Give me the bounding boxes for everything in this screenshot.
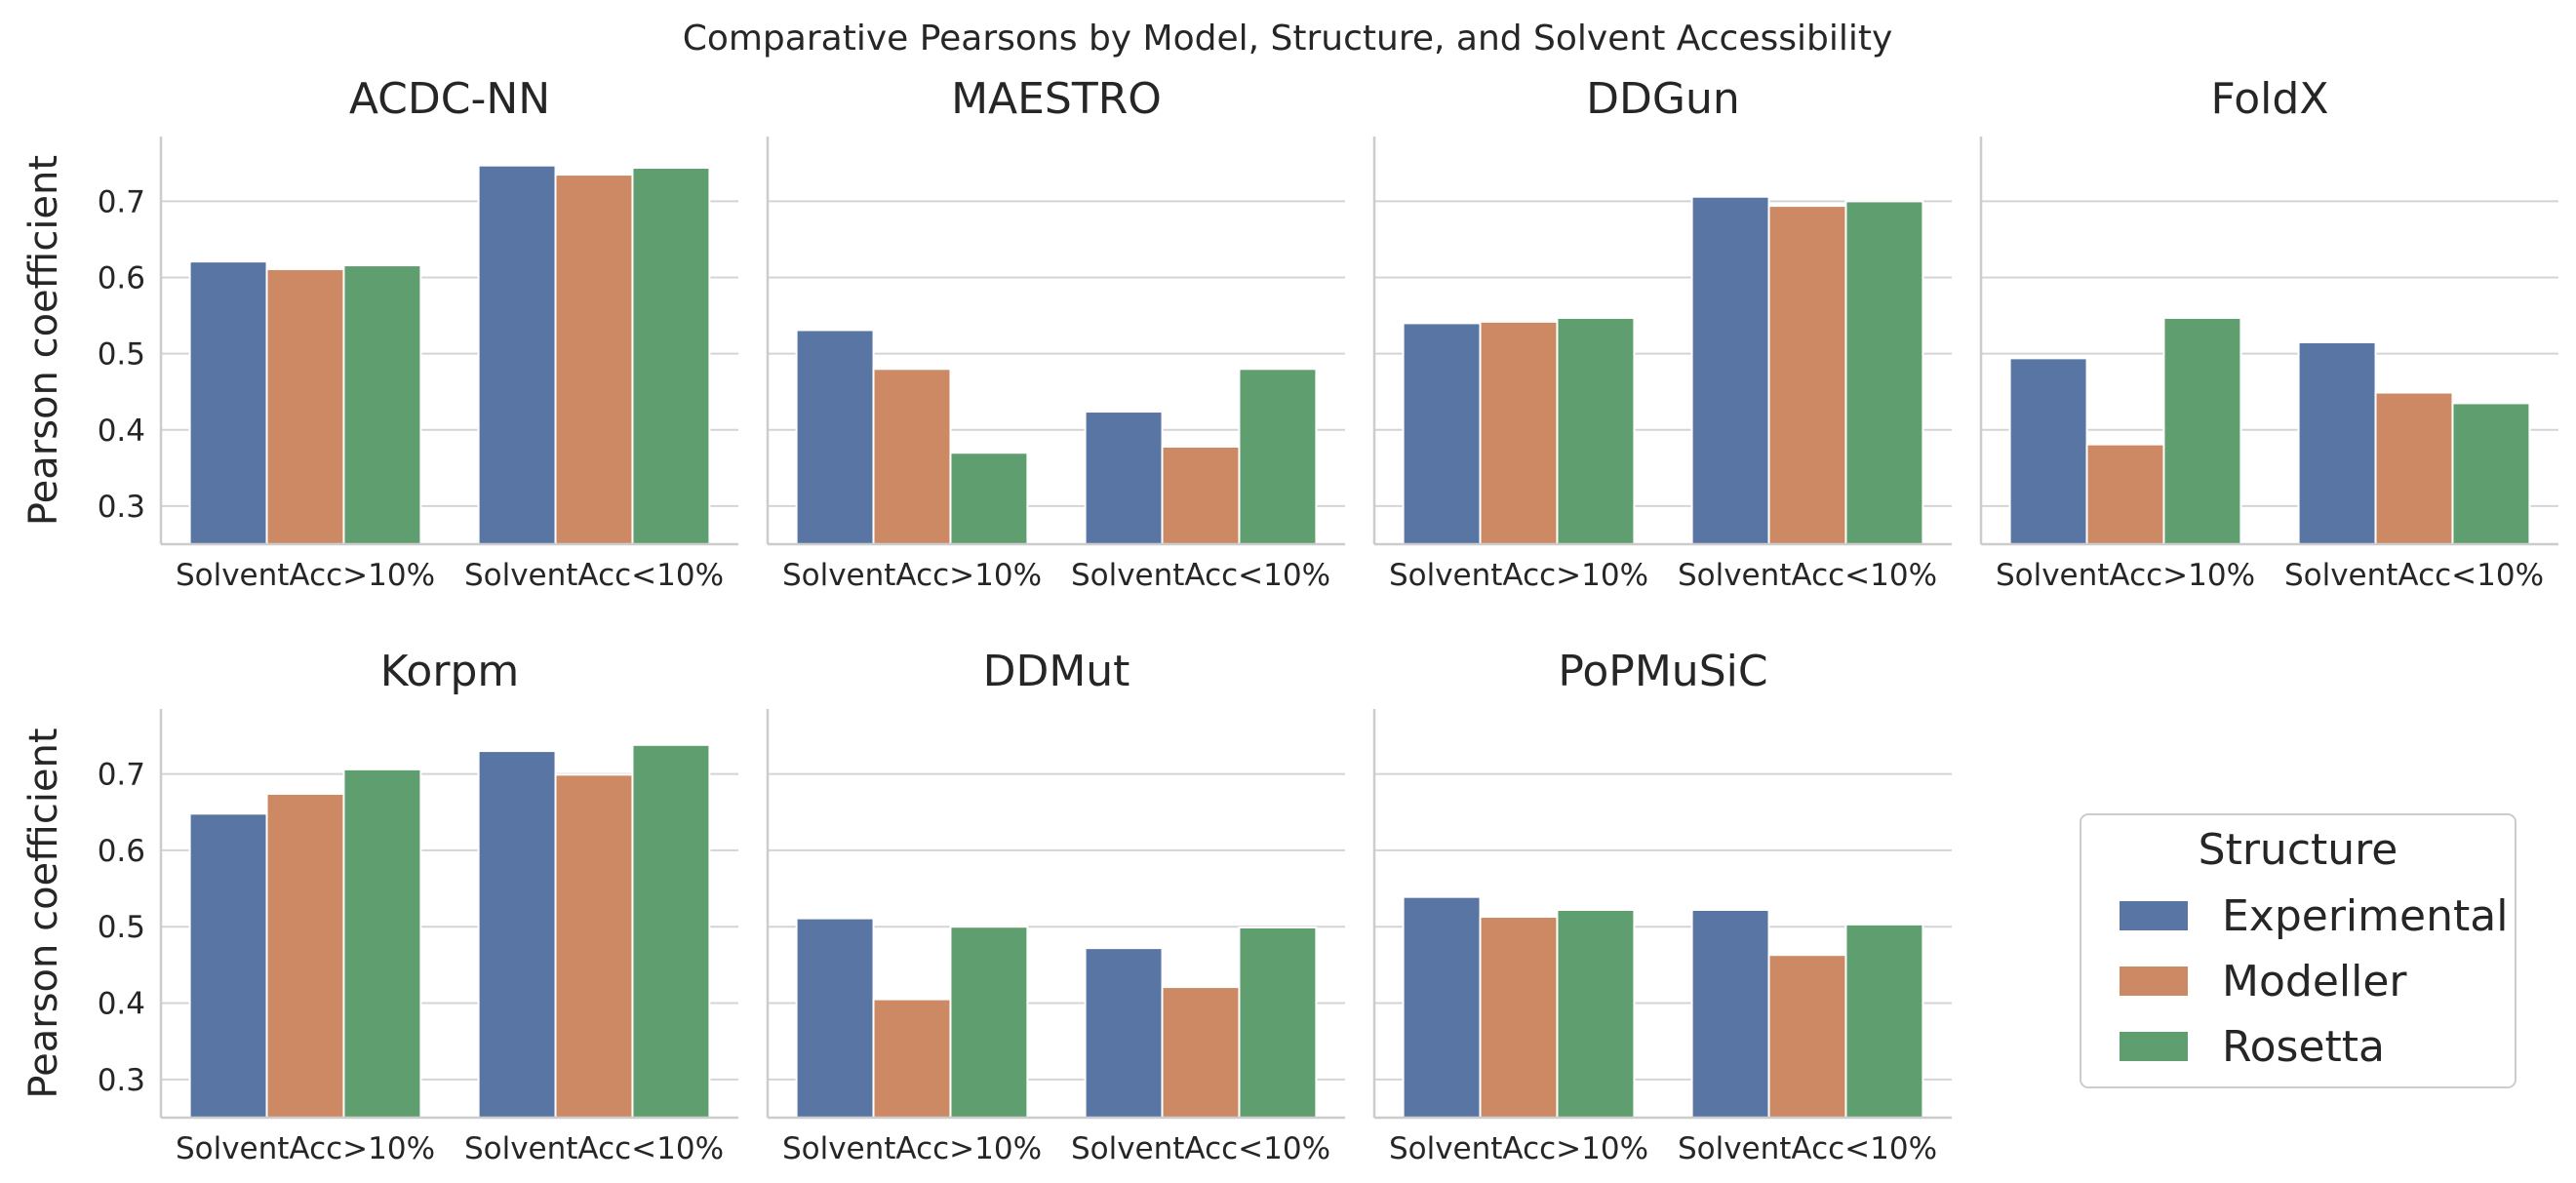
- panel-popmusic: PoPMuSiC SolventAcc>10% SolventAcc<10%: [1372, 647, 1952, 1166]
- panel-maestro: MAESTRO SolventAcc>10% SolventAcc<10%: [766, 74, 1345, 593]
- bar-acdc-nn-rosetta-above-10: [342, 264, 422, 545]
- bar-ddgun-rosetta-above-10: [1556, 316, 1636, 546]
- bar-popmusic-experimental-above-10: [1402, 895, 1482, 1119]
- x-tick-label: SolventAcc<10%: [1678, 1131, 1937, 1166]
- bar-foldx-experimental-above-10: [2008, 357, 2088, 545]
- x-tick-label: SolventAcc>10%: [176, 558, 435, 593]
- bar-popmusic-experimental-below-10: [1690, 908, 1770, 1119]
- panel-ddgun: DDGun SolventAcc>10% SolventAcc<10%: [1372, 74, 1952, 593]
- legend-swatch-experimental: [2120, 901, 2188, 930]
- bar-korpm-modeller-below-10: [554, 773, 634, 1119]
- bar-maestro-rosetta-above-10: [949, 452, 1029, 545]
- bar-popmusic-modeller-above-10: [1479, 916, 1559, 1119]
- x-tick-label: SolventAcc>10%: [176, 1131, 435, 1166]
- bar-ddmut-rosetta-below-10: [1238, 926, 1318, 1119]
- x-tick-label: SolventAcc>10%: [1389, 1131, 1648, 1166]
- bar-korpm-modeller-above-10: [265, 792, 345, 1120]
- bar-acdc-nn-experimental-below-10: [477, 164, 557, 545]
- bar-maestro-modeller-below-10: [1161, 445, 1241, 545]
- bar-ddgun-rosetta-below-10: [1844, 200, 1924, 545]
- x-tick-label: SolventAcc>10%: [1996, 558, 2255, 593]
- y-tick-label: 0.6: [98, 261, 145, 296]
- bar-acdc-nn-modeller-above-10: [265, 267, 345, 545]
- bar-ddmut-experimental-above-10: [795, 917, 875, 1119]
- panel-ddmut: DDMut SolventAcc>10% SolventAcc<10%: [766, 647, 1345, 1166]
- bar-maestro-modeller-above-10: [872, 368, 952, 545]
- x-tick-label: SolventAcc<10%: [464, 1131, 724, 1166]
- x-tick-label: SolventAcc<10%: [1071, 1131, 1330, 1166]
- bar-acdc-nn-rosetta-below-10: [631, 167, 711, 546]
- panels: ACDC-NN SolventAcc>10% SolventAcc<10% 0.3 0.…: [21, 74, 2558, 1166]
- panel-title: PoPMuSiC: [1558, 647, 1767, 696]
- bar-korpm-experimental-below-10: [477, 750, 557, 1119]
- legend-title: Structure: [2199, 825, 2398, 875]
- panel-title: Korpm: [380, 647, 519, 696]
- panel-title: DDMut: [983, 647, 1130, 696]
- y-tick-label: 0.3: [98, 490, 145, 525]
- panel-title: MAESTRO: [951, 74, 1162, 124]
- panel-acdc-nn: ACDC-NN SolventAcc>10% SolventAcc<10% 0.3 0.…: [21, 74, 738, 593]
- bar-ddgun-modeller-below-10: [1767, 205, 1847, 545]
- legend-frame: [2080, 813, 2517, 1088]
- legend: Structure Experimental Modeller Rosetta: [2080, 813, 2517, 1088]
- bar-ddgun-experimental-above-10: [1402, 322, 1482, 545]
- y-tick-label: 0.4: [98, 414, 145, 449]
- legend-label-experimental: Experimental: [2222, 891, 2508, 941]
- bar-maestro-rosetta-below-10: [1238, 368, 1318, 545]
- x-tick-label: SolventAcc<10%: [464, 558, 724, 593]
- panel-korpm: Korpm SolventAcc>10% SolventAcc<10% 0.3 0.4 0…: [21, 647, 738, 1166]
- y-axis-label: Pearson coefficient: [21, 155, 66, 526]
- bar-popmusic-modeller-below-10: [1767, 954, 1847, 1119]
- bar-ddmut-experimental-below-10: [1084, 947, 1164, 1119]
- x-tick-label: SolventAcc>10%: [782, 558, 1042, 593]
- bar-ddgun-modeller-above-10: [1479, 320, 1559, 545]
- bar-acdc-nn-experimental-above-10: [188, 260, 268, 545]
- legend-label-rosetta: Rosetta: [2222, 1022, 2385, 1072]
- y-tick-label: 0.5: [98, 337, 145, 373]
- chart-suptitle: Comparative Pearsons by Model, Structure…: [683, 19, 1893, 59]
- y-tick-label: 0.4: [98, 987, 145, 1022]
- bar-acdc-nn-modeller-below-10: [554, 174, 634, 545]
- y-axis-label: Pearson coefficient: [21, 728, 66, 1098]
- bar-korpm-rosetta-above-10: [342, 768, 422, 1119]
- bar-foldx-modeller-below-10: [2374, 391, 2454, 545]
- bar-korpm-rosetta-below-10: [631, 743, 711, 1119]
- bar-popmusic-rosetta-above-10: [1556, 908, 1636, 1119]
- bar-korpm-experimental-above-10: [188, 812, 268, 1120]
- y-tick-label: 0.7: [98, 758, 145, 793]
- bar-maestro-experimental-above-10: [795, 329, 875, 545]
- bar-foldx-rosetta-above-10: [2162, 316, 2242, 546]
- bar-popmusic-rosetta-below-10: [1844, 923, 1924, 1119]
- x-tick-label: SolventAcc<10%: [1071, 558, 1330, 593]
- x-tick-label: SolventAcc>10%: [1389, 558, 1648, 593]
- y-tick-label: 0.6: [98, 834, 145, 869]
- panel-foldx: FoldX SolventAcc>10% SolventAcc<10%: [1979, 74, 2558, 593]
- x-tick-label: SolventAcc<10%: [2284, 558, 2544, 593]
- bar-ddmut-rosetta-above-10: [949, 926, 1029, 1120]
- y-tick-label: 0.3: [98, 1063, 145, 1098]
- legend-swatch-modeller: [2120, 966, 2188, 996]
- bar-ddmut-modeller-below-10: [1161, 986, 1241, 1120]
- y-tick-label: 0.7: [98, 184, 145, 219]
- legend-label-modeller: Modeller: [2222, 957, 2407, 1006]
- bar-foldx-modeller-above-10: [2085, 443, 2165, 545]
- bar-maestro-experimental-below-10: [1084, 411, 1164, 545]
- bar-ddgun-experimental-below-10: [1690, 195, 1770, 545]
- panel-title: ACDC-NN: [349, 74, 550, 124]
- bar-foldx-rosetta-below-10: [2451, 402, 2531, 545]
- x-tick-label: SolventAcc>10%: [782, 1131, 1042, 1166]
- bar-foldx-experimental-below-10: [2297, 340, 2377, 545]
- legend-items: Experimental Modeller Rosetta: [2120, 891, 2508, 1072]
- y-tick-label: 0.5: [98, 910, 145, 945]
- bar-ddmut-modeller-above-10: [872, 998, 952, 1119]
- panel-title: DDGun: [1586, 74, 1740, 124]
- x-tick-label: SolventAcc<10%: [1678, 558, 1937, 593]
- panel-title: FoldX: [2211, 74, 2329, 124]
- legend-swatch-rosetta: [2120, 1032, 2188, 1061]
